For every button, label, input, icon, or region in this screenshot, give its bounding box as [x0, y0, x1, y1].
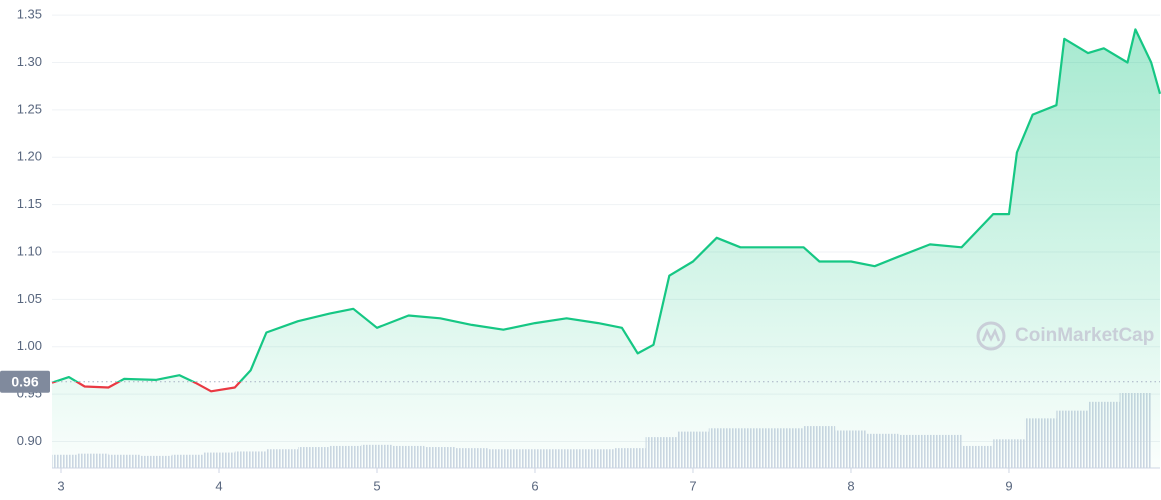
y-tick-label: 1.20	[17, 149, 42, 164]
price-line	[51, 28, 1161, 393]
x-tick-label: 7	[689, 478, 696, 493]
watermark-logo	[976, 321, 1006, 351]
x-tick-label: 3	[57, 478, 64, 493]
reference-label: 0.96	[11, 373, 38, 389]
x-tick-label: 5	[373, 478, 380, 493]
y-tick-label: 1.35	[17, 7, 42, 22]
y-tick-label: 1.15	[17, 196, 42, 211]
x-tick-label: 9	[1005, 478, 1012, 493]
y-tick-label: 1.00	[17, 338, 42, 353]
reference-badge	[0, 370, 50, 393]
x-tick-label: 4	[215, 478, 222, 493]
x-tick-label: 8	[847, 478, 854, 493]
y-tick-label: 1.25	[17, 101, 42, 116]
y-tick-label: 1.10	[17, 243, 42, 258]
price-area	[52, 29, 1160, 469]
watermark: CoinMarketCap	[1015, 325, 1154, 346]
y-tick-label: 1.30	[17, 54, 42, 69]
y-tick-label: 1.05	[17, 291, 42, 306]
x-tick-label: 6	[531, 478, 538, 493]
y-tick-label: 0.90	[17, 433, 42, 448]
